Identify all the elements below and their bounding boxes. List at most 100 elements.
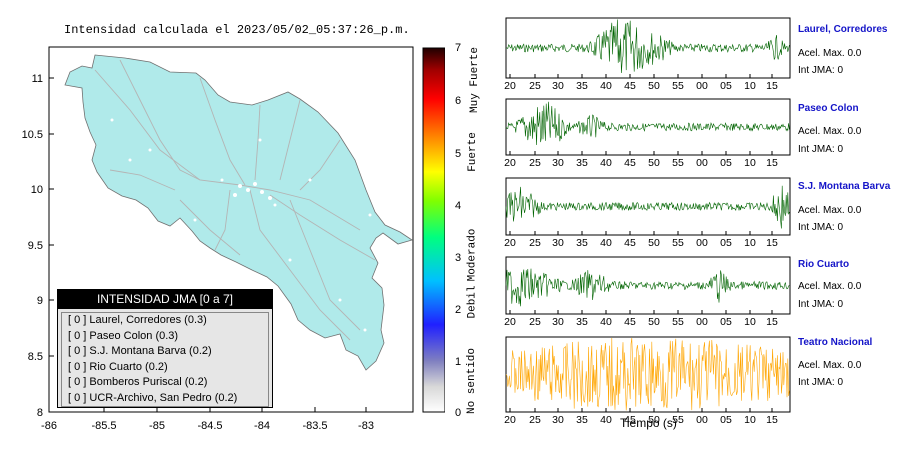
- waveform-tick-label: 35: [576, 316, 588, 328]
- costa-rica-landmass: [64, 54, 413, 371]
- waveform-tick-label: 30: [552, 414, 564, 426]
- waveform-tick-label: 00: [696, 157, 708, 169]
- waveform-tick-label: 50: [648, 157, 660, 169]
- scale-tick: 3: [455, 252, 462, 264]
- waveform-tick-label: 00: [696, 237, 708, 249]
- scale-tick: 1: [455, 356, 462, 368]
- waveform-frame: [505, 17, 791, 79]
- legend-row: [ 0 ] Rio Cuarto (0.2): [68, 360, 168, 373]
- waveform-tick-label: 05: [720, 414, 732, 426]
- y-tick: 10: [31, 184, 43, 196]
- waveform-tick-label: 45: [624, 316, 636, 328]
- waveform-tick-label: 20: [504, 80, 516, 92]
- map-x-ticks: -86 -85.5 -85 -84.5 -84 -83.5 -83: [41, 420, 374, 432]
- station-jma: Int JMA: 0: [798, 65, 844, 76]
- waveform-tick-label: 15: [766, 237, 778, 249]
- y-tick: 9.5: [28, 240, 43, 252]
- station-jma: Int JMA: 0: [798, 377, 844, 388]
- x-tick: -86: [41, 420, 57, 432]
- scale-tick: 7: [455, 42, 462, 54]
- y-tick: 9: [37, 295, 43, 307]
- waveform-tick-label: 15: [766, 414, 778, 426]
- waveform-tick-label: 40: [600, 80, 612, 92]
- legend-row: [ 0 ] Laurel, Corredores (0.3): [68, 314, 207, 326]
- x-tick: -84: [254, 420, 270, 432]
- station-acel: Acel. Max. 0.0: [798, 48, 862, 59]
- x-tick: -83: [358, 420, 374, 432]
- waveform-tick-label: 40: [600, 414, 612, 426]
- legend-row: [ 0 ] Paseo Colon (0.3): [68, 329, 179, 342]
- waveform-tick-label: 55: [672, 414, 684, 426]
- station-name: Teatro Nacional: [798, 337, 873, 348]
- waveform-tick-label: 20: [504, 237, 516, 249]
- waveform-tick-label: 30: [552, 157, 564, 169]
- waveform-trace: [505, 268, 790, 307]
- legend-row: [ 0 ] Bomberos Puriscal (0.2): [68, 376, 208, 388]
- waveform-tick-label: 50: [648, 80, 660, 92]
- y-tick: 8: [37, 407, 43, 419]
- waveform-tick-label: 50: [648, 316, 660, 328]
- waveform-tick-label: 25: [529, 237, 541, 249]
- scale-tick: 4: [455, 200, 462, 212]
- station-name: Laurel, Corredores: [798, 24, 888, 35]
- station-jma: Int JMA: 0: [798, 299, 844, 310]
- waveform-tick-label: 25: [529, 316, 541, 328]
- waveform-tick-label: 00: [696, 414, 708, 426]
- legend-row: [ 0 ] S.J. Montana Barva (0.2): [68, 345, 212, 357]
- station-acel: Acel. Max. 0.0: [798, 360, 862, 371]
- waveform-tick-label: 35: [576, 237, 588, 249]
- waveform-tick-label: 35: [576, 157, 588, 169]
- legend-header: INTENSIDAD JMA [0 a 7]: [58, 290, 272, 309]
- map-title: Intensidad calculada el 2023/05/02_05:37…: [64, 23, 410, 37]
- y-tick: 10.5: [22, 129, 43, 141]
- waveform-tick-label: 30: [552, 237, 564, 249]
- x-tick: -85.5: [91, 420, 116, 432]
- waveform-tick-label: 45: [624, 414, 636, 426]
- map-tick-marks: [49, 77, 367, 412]
- waveform-tick-label: 50: [648, 237, 660, 249]
- station-acel: Acel. Max. 0.0: [798, 126, 862, 137]
- waveform-tick-label: 05: [720, 157, 732, 169]
- waveform-tick-label: 20: [504, 316, 516, 328]
- waveform-frame: [505, 177, 791, 236]
- waveform-tick-label: 55: [672, 80, 684, 92]
- waveform-tick-label: 10: [744, 157, 756, 169]
- waveform-tick-label: 10: [744, 237, 756, 249]
- waveform-tick-label: 20: [504, 157, 516, 169]
- x-axis-label: Tiempo (s): [620, 416, 677, 430]
- waveform-tick-label: 10: [744, 414, 756, 426]
- intensity-color-scale: [422, 47, 445, 413]
- waveform-tick-label: 05: [720, 80, 732, 92]
- waveform-tick-label: 40: [600, 316, 612, 328]
- waveform-tick-label: 30: [552, 80, 564, 92]
- waveform-tick-label: 50: [648, 414, 660, 426]
- waveform-trace: [505, 101, 790, 146]
- scale-tick: 2: [455, 304, 462, 316]
- waveform-tick-label: 00: [696, 316, 708, 328]
- y-tick: 11: [32, 73, 43, 85]
- waveform-trace: [505, 337, 790, 411]
- road-network: [94, 59, 376, 341]
- waveform-tick-label: 40: [600, 237, 612, 249]
- intensity-legend: INTENSIDAD JMA [0 a 7] [ 0 ] Laurel, Cor…: [57, 289, 273, 408]
- waveform-tick-label: 35: [576, 414, 588, 426]
- waveform-tick-label: 05: [720, 237, 732, 249]
- x-tick: -84.5: [197, 420, 222, 432]
- waveform-frame: [505, 256, 791, 315]
- scale-tick: 0: [455, 407, 462, 419]
- map-y-ticks: 11 10.5 10 9.5 9 8.5 8: [22, 73, 43, 419]
- station-jma: Int JMA: 0: [798, 222, 844, 233]
- waveform-tick-label: 00: [696, 80, 708, 92]
- waveform-trace: [505, 19, 790, 74]
- station-markers: [110, 118, 372, 332]
- waveform-tick-label: 40: [600, 157, 612, 169]
- station-acel: Acel. Max. 0.0: [798, 281, 862, 292]
- station-name: Paseo Colon: [798, 103, 859, 114]
- station-name: Rio Cuarto: [798, 259, 850, 270]
- station-name: S.J. Montana Barva: [798, 181, 891, 192]
- waveform-tick-label: 25: [529, 80, 541, 92]
- waveform-tick-label: 35: [576, 80, 588, 92]
- waveform-tick-label: 45: [624, 157, 636, 169]
- waveform-tick-label: 55: [672, 316, 684, 328]
